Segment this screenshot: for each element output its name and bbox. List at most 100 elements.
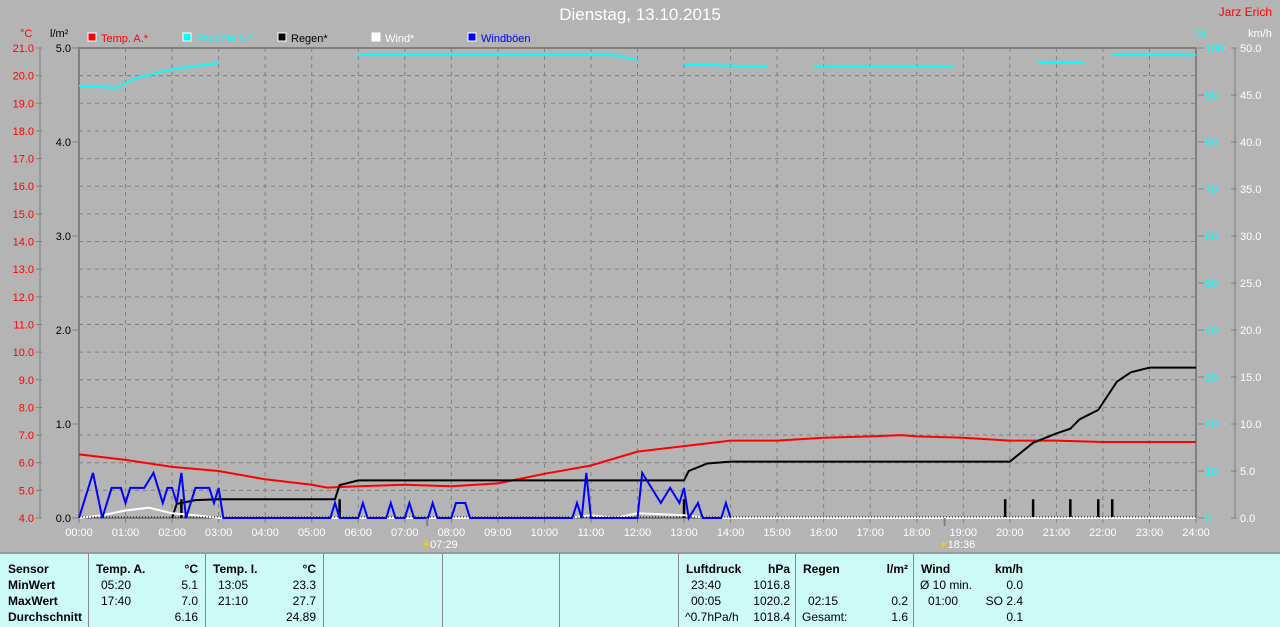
y-tick-label-temp: 18.0 bbox=[13, 126, 34, 138]
y-tick-label-temp: 11.0 bbox=[13, 319, 34, 331]
pressure-trend: ^0.7hPa/h bbox=[685, 610, 739, 624]
legend-label: Windböen bbox=[481, 33, 531, 45]
y-tick-label-humidity: 80 bbox=[1205, 137, 1217, 149]
y-tick-label-rain: 1.0 bbox=[56, 419, 71, 431]
temp-i-unit: °C bbox=[302, 562, 316, 576]
series-line-0 bbox=[78, 434, 1196, 489]
y-tick-label-wind: 40.0 bbox=[1240, 137, 1261, 149]
stats-panel: Sensor MinWert MaxWert Durchschnitt Temp… bbox=[0, 552, 1280, 627]
author-label: Jarz Erich bbox=[1218, 5, 1272, 19]
x-tick-label: 04:00 bbox=[251, 527, 279, 539]
x-tick-label: 23:00 bbox=[1136, 527, 1164, 539]
y-tick-label-humidity: 30 bbox=[1205, 372, 1217, 384]
y-tick-label-wind: 20.0 bbox=[1240, 325, 1261, 337]
y-tick-label-humidity: 90 bbox=[1205, 90, 1217, 102]
wind-unit-label: km/h bbox=[1248, 28, 1272, 40]
pressure-header: Luftdruck bbox=[686, 562, 742, 576]
temp-a-min-time: 05:20 bbox=[101, 578, 132, 592]
rain-max-time: 02:15 bbox=[808, 594, 839, 608]
pressure-column: Luftdruck hPa 23:40 1016.8 00:05 1020.2 … bbox=[678, 554, 796, 627]
empty-column bbox=[559, 554, 679, 627]
y-tick-label-temp: 4.0 bbox=[19, 513, 34, 525]
wind-max-time: 01:00 bbox=[928, 594, 959, 608]
x-tick-label: 18:00 bbox=[903, 527, 931, 539]
y-tick-label-temp: 7.0 bbox=[19, 430, 34, 442]
y-tick-label-temp: 19.0 bbox=[13, 98, 34, 110]
x-tick-label: 08:00 bbox=[438, 527, 466, 539]
y-tick-label-humidity: 40 bbox=[1205, 325, 1217, 337]
y-tick-label-temp: 13.0 bbox=[13, 264, 34, 276]
x-tick-label: 07:00 bbox=[391, 527, 419, 539]
temp-a-min: 5.1 bbox=[181, 578, 198, 592]
temp-i-max-time: 21:10 bbox=[218, 594, 249, 608]
x-tick-label: 05:00 bbox=[298, 527, 326, 539]
y-tick-label-temp: 14.0 bbox=[13, 237, 34, 249]
x-tick-label: 09:00 bbox=[484, 527, 512, 539]
rain-column: Regen l/m² 02:15 0.2 Gesamt: 1.6 bbox=[795, 554, 914, 627]
y-tick-label-wind: 50.0 bbox=[1240, 43, 1261, 55]
legend-swatch bbox=[371, 32, 381, 42]
y-tick-label-temp: 5.0 bbox=[19, 485, 34, 497]
wind-column: Wind km/h Ø 10 min. 0.0 01:00 SO 2.4 0.1 bbox=[913, 554, 1031, 627]
wind-unit: km/h bbox=[994, 562, 1023, 576]
x-tick-label: 00:00 bbox=[65, 527, 93, 539]
sunrise-time: 07:29 bbox=[430, 539, 458, 551]
y-tick-label-rain: 5.0 bbox=[56, 43, 71, 55]
y-tick-label-wind: 35.0 bbox=[1240, 184, 1261, 196]
x-tick-label: 22:00 bbox=[1089, 527, 1117, 539]
sunset-time: 18:36 bbox=[948, 539, 976, 551]
temp-i-avg: 24.89 bbox=[285, 610, 316, 624]
y-tick-label-rain: 4.0 bbox=[56, 137, 71, 149]
y-tick-label-humidity: 50 bbox=[1205, 278, 1217, 290]
pressure-max-time: 00:05 bbox=[691, 594, 722, 608]
y-tick-label-humidity: 20 bbox=[1205, 419, 1217, 431]
y-tick-label-humidity: 70 bbox=[1205, 184, 1217, 196]
y-tick-label-temp: 10.0 bbox=[13, 347, 34, 359]
wind-avg10: 0.0 bbox=[1006, 578, 1023, 592]
y-tick-label-wind: 0.0 bbox=[1240, 513, 1255, 525]
x-tick-label: 06:00 bbox=[344, 527, 372, 539]
legend-label: Temp. A.* bbox=[101, 33, 149, 45]
legend-swatch bbox=[277, 32, 287, 42]
temp-i-min: 23.3 bbox=[292, 578, 316, 592]
x-tick-label: 20:00 bbox=[996, 527, 1024, 539]
y-tick-label-wind: 30.0 bbox=[1240, 231, 1261, 243]
temp-a-avg: 6.16 bbox=[174, 610, 198, 624]
legend-label: Wind* bbox=[385, 33, 415, 45]
x-tick-label: 16:00 bbox=[810, 527, 838, 539]
temp-a-column: Temp. A. °C 05:20 5.1 17:40 7.0 6.16 bbox=[88, 554, 206, 627]
sunset-icon: ☀ bbox=[939, 539, 949, 551]
weather-chart: 00:00 01:00 02:00 03:00 04:00 05:00 06:00 07:00… bbox=[13, 28, 1272, 551]
temp-i-column: Temp. I. °C 13:05 23.3 21:10 27.7 24.89 bbox=[205, 554, 324, 627]
y-tick-label-humidity: 10 bbox=[1205, 466, 1217, 478]
y-tick-label-rain: 0.0 bbox=[56, 513, 71, 525]
y-tick-label-temp: 16.0 bbox=[13, 181, 34, 193]
rain-header: Regen bbox=[803, 562, 840, 576]
y-tick-label-rain: 3.0 bbox=[56, 231, 71, 243]
y-tick-label-temp: 17.0 bbox=[13, 154, 34, 166]
series-line-1 bbox=[78, 54, 1196, 89]
y-tick-label-wind: 25.0 bbox=[1240, 278, 1261, 290]
pressure-avg: 1018.4 bbox=[753, 610, 790, 624]
legend-swatch bbox=[87, 32, 97, 42]
series-line-2 bbox=[171, 366, 1196, 519]
y-tick-label-wind: 15.0 bbox=[1240, 372, 1261, 384]
temp-a-unit: °C bbox=[184, 562, 198, 576]
temp-i-header: Temp. I. bbox=[213, 562, 258, 576]
series-line-5 bbox=[78, 469, 732, 521]
temp-unit-label: °C bbox=[20, 28, 32, 40]
y-tick-label-wind: 10.0 bbox=[1240, 419, 1261, 431]
temp-a-max: 7.0 bbox=[181, 594, 198, 608]
x-tick-label: 13:00 bbox=[670, 527, 698, 539]
pressure-min: 1016.8 bbox=[753, 578, 790, 592]
rain-max: 0.2 bbox=[891, 594, 908, 608]
empty-column bbox=[442, 554, 560, 627]
y-tick-label-humidity: 100 bbox=[1205, 43, 1223, 55]
legend-label: Regen* bbox=[291, 33, 328, 45]
x-tick-label: 12:00 bbox=[624, 527, 652, 539]
temp-i-min-time: 13:05 bbox=[218, 578, 249, 592]
temp-a-max-time: 17:40 bbox=[101, 594, 132, 608]
row-min-label: MinWert bbox=[8, 578, 56, 592]
humidity-unit-label: % bbox=[1196, 28, 1206, 40]
x-tick-label: 14:00 bbox=[717, 527, 745, 539]
